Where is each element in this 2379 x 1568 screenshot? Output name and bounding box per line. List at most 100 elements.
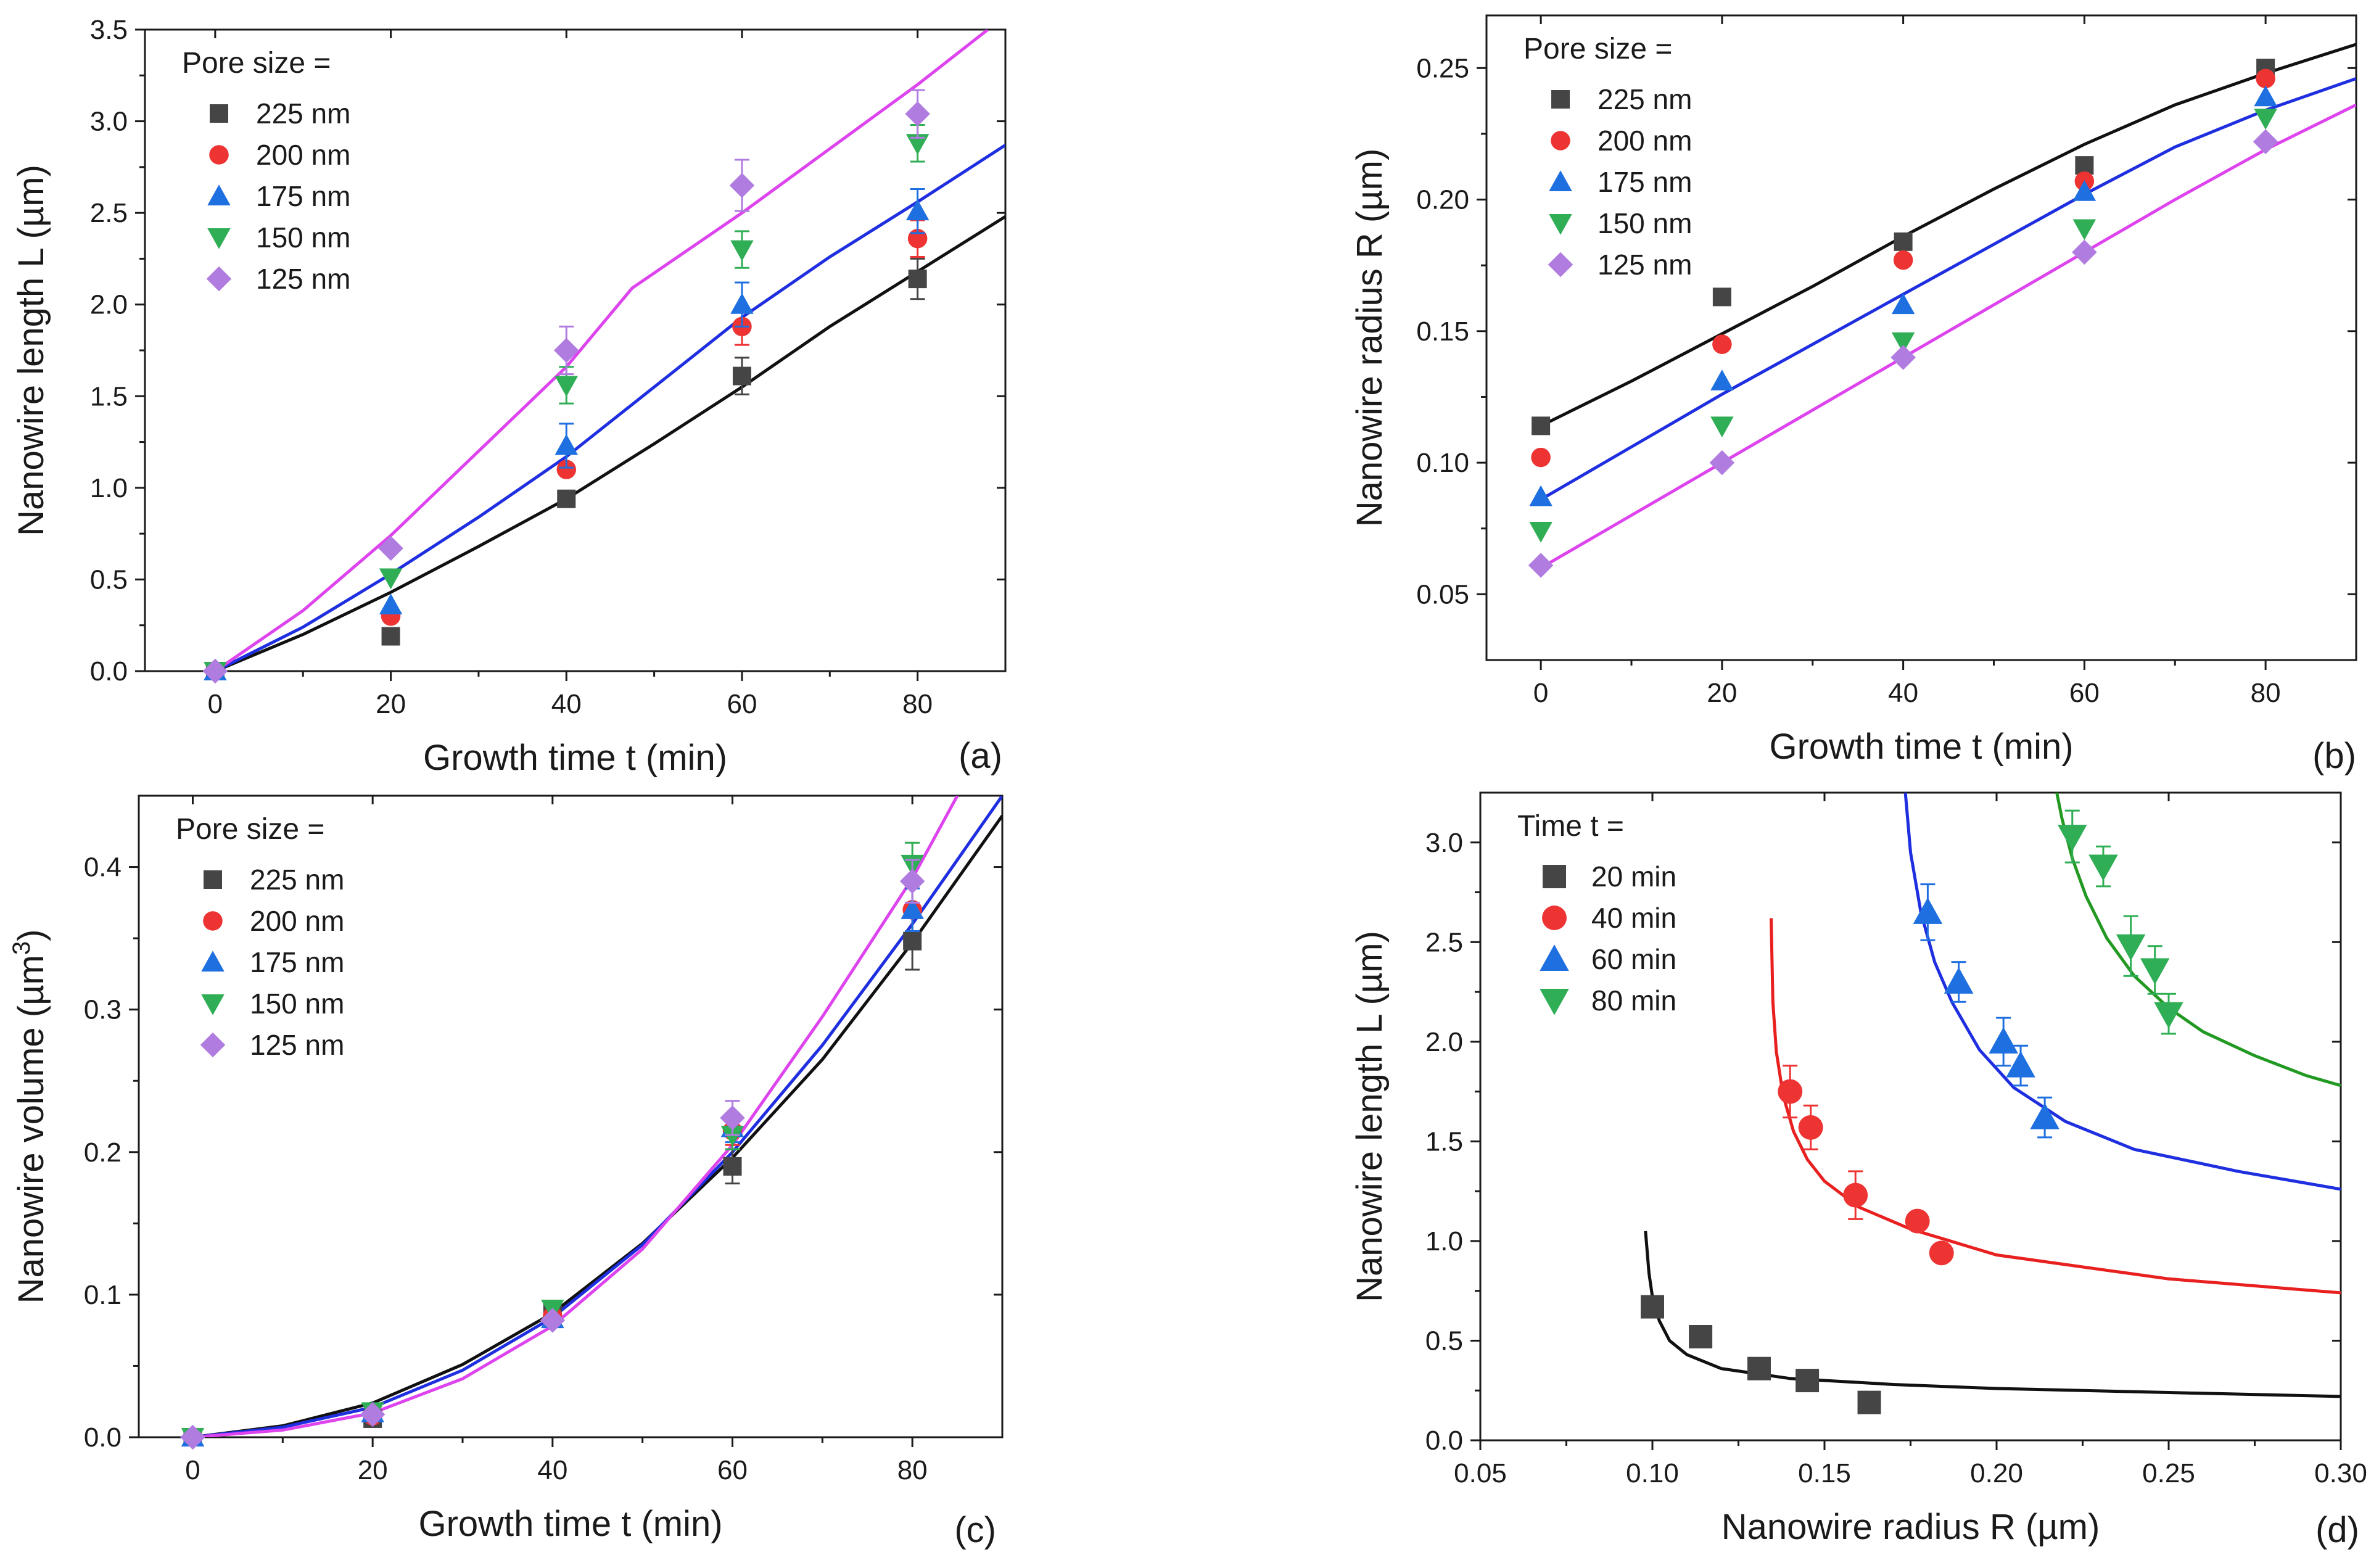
y-tick-label: 2.0 [90, 290, 128, 320]
legend-label: 20 min [1591, 860, 1676, 893]
y-tick-label: 0.0 [90, 656, 128, 687]
fit-line [1770, 918, 2341, 1295]
x-axis-title: Growth time t (min) [1769, 727, 2073, 767]
data-point [1712, 334, 1732, 354]
y-axis-title: Nanowire radius R (µm) [1350, 149, 1390, 527]
legend: Time t = 20 min 40 min 60 min 80 min [1517, 810, 1676, 1017]
legend: Pore size = 225 nm 200 nm 175 nm 150 nm 125 n… [182, 47, 350, 295]
data-point [1528, 553, 1554, 578]
fit-line [1540, 77, 2356, 501]
x-tick-label: 20 [1707, 678, 1737, 708]
legend-marker [209, 145, 229, 165]
y-axis-title: Nanowire volume (µm3) [8, 930, 51, 1304]
legend-label: 175 nm [1598, 166, 1692, 198]
data-point [557, 489, 576, 508]
legend-label: 200 nm [1598, 125, 1692, 157]
data-point [2154, 1002, 2183, 1029]
fit-line [1540, 43, 2356, 427]
legend-title: Pore size = [1523, 33, 1672, 65]
x-axis-title: Growth time t (min) [423, 738, 727, 778]
axes-frame [1485, 14, 2357, 661]
y-axis-title-end: ) [11, 930, 51, 941]
y-tick-label: 2.5 [90, 198, 128, 228]
fit-curves [1644, 793, 2341, 1398]
panel-b: 0 20 40 60 80 0.05 0.10 0.15 0.20 0.25 Growth time… [1350, 14, 2357, 776]
data-point [1710, 416, 1734, 438]
data-point [730, 292, 754, 314]
legend-label: 225 nm [1598, 83, 1692, 115]
data-point [1905, 1208, 1930, 1234]
x-tick-label: 0.20 [1970, 1458, 2023, 1488]
x-tick-label: 0.10 [1626, 1458, 1679, 1488]
data-point [1529, 485, 1552, 506]
legend-marker [207, 184, 231, 205]
legend-marker [201, 951, 225, 972]
fit-line [214, 144, 1005, 671]
x-tick-label: 0.15 [1798, 1458, 1851, 1488]
series-150-nm [1529, 109, 2277, 543]
data-point [1531, 447, 1551, 468]
data-point [1798, 1115, 1823, 1140]
series-80-min [2058, 809, 2183, 1035]
legend-title: Pore size = [182, 47, 331, 80]
data-point [1641, 1295, 1664, 1319]
data-point [1747, 1356, 1771, 1380]
legend-label: 200 nm [250, 905, 344, 937]
fit-line [192, 796, 1002, 1437]
data-point [723, 1157, 742, 1176]
fit-curves [1540, 43, 2356, 569]
y-tick-label: 0.15 [1416, 316, 1469, 347]
data-point [2253, 129, 2278, 154]
fit-line [1540, 103, 2356, 569]
panel-label: (b) [2312, 736, 2356, 776]
data-point [1712, 287, 1731, 307]
data-point [2058, 825, 2087, 851]
legend-marker [206, 266, 232, 292]
y-tick-label: 0.05 [1416, 579, 1469, 609]
x-tick-label: 0.25 [2142, 1458, 2195, 1488]
data-point [729, 173, 755, 198]
data-point [1893, 250, 1913, 270]
data-point [378, 535, 403, 561]
y-tick-label: 0.10 [1416, 448, 1469, 478]
series-150-nm [204, 124, 930, 683]
axes-frame [138, 794, 1004, 1438]
legend-label: 200 nm [256, 139, 350, 171]
legend-marker [200, 1032, 226, 1058]
y-tick-label: 0.3 [84, 995, 122, 1025]
data-point [720, 1105, 745, 1131]
data-point [540, 1308, 566, 1333]
panel-label: (d) [2315, 1510, 2359, 1550]
fit-line [192, 796, 959, 1437]
data-point [1891, 332, 1915, 353]
legend-title: Time t = [1517, 810, 1624, 843]
data-point [905, 101, 930, 126]
data-point [1710, 369, 1734, 390]
data-point [2254, 109, 2277, 130]
legend-label: 175 nm [250, 946, 344, 978]
x-tick-label: 80 [902, 689, 933, 719]
series-40-min [1778, 1065, 1954, 1266]
y-tick-label: 0.4 [84, 852, 122, 883]
data-point [1529, 522, 1552, 543]
legend-label: 225 nm [250, 864, 344, 896]
y-axis-title: Nanowire length L (µm) [1350, 931, 1390, 1302]
data-point [379, 593, 403, 615]
legend-marker [1542, 906, 1567, 930]
x-tick-label: 0.30 [2314, 1458, 2367, 1488]
y-tick-label: 0.2 [84, 1137, 122, 1168]
data-point [2116, 934, 2146, 961]
y-axis-title-sup: 3 [8, 941, 35, 955]
legend-label: 40 min [1591, 902, 1676, 934]
data-point [903, 931, 922, 951]
data-point [555, 376, 579, 397]
legend-marker [1549, 170, 1572, 191]
series-60-min [1913, 883, 2059, 1139]
panel-label: (c) [954, 1510, 996, 1550]
legend-label: 175 nm [256, 180, 350, 212]
data-point [1890, 345, 1916, 370]
series-125-nm [180, 859, 925, 1450]
legend-label: 125 nm [256, 263, 350, 295]
data-point [905, 134, 930, 155]
